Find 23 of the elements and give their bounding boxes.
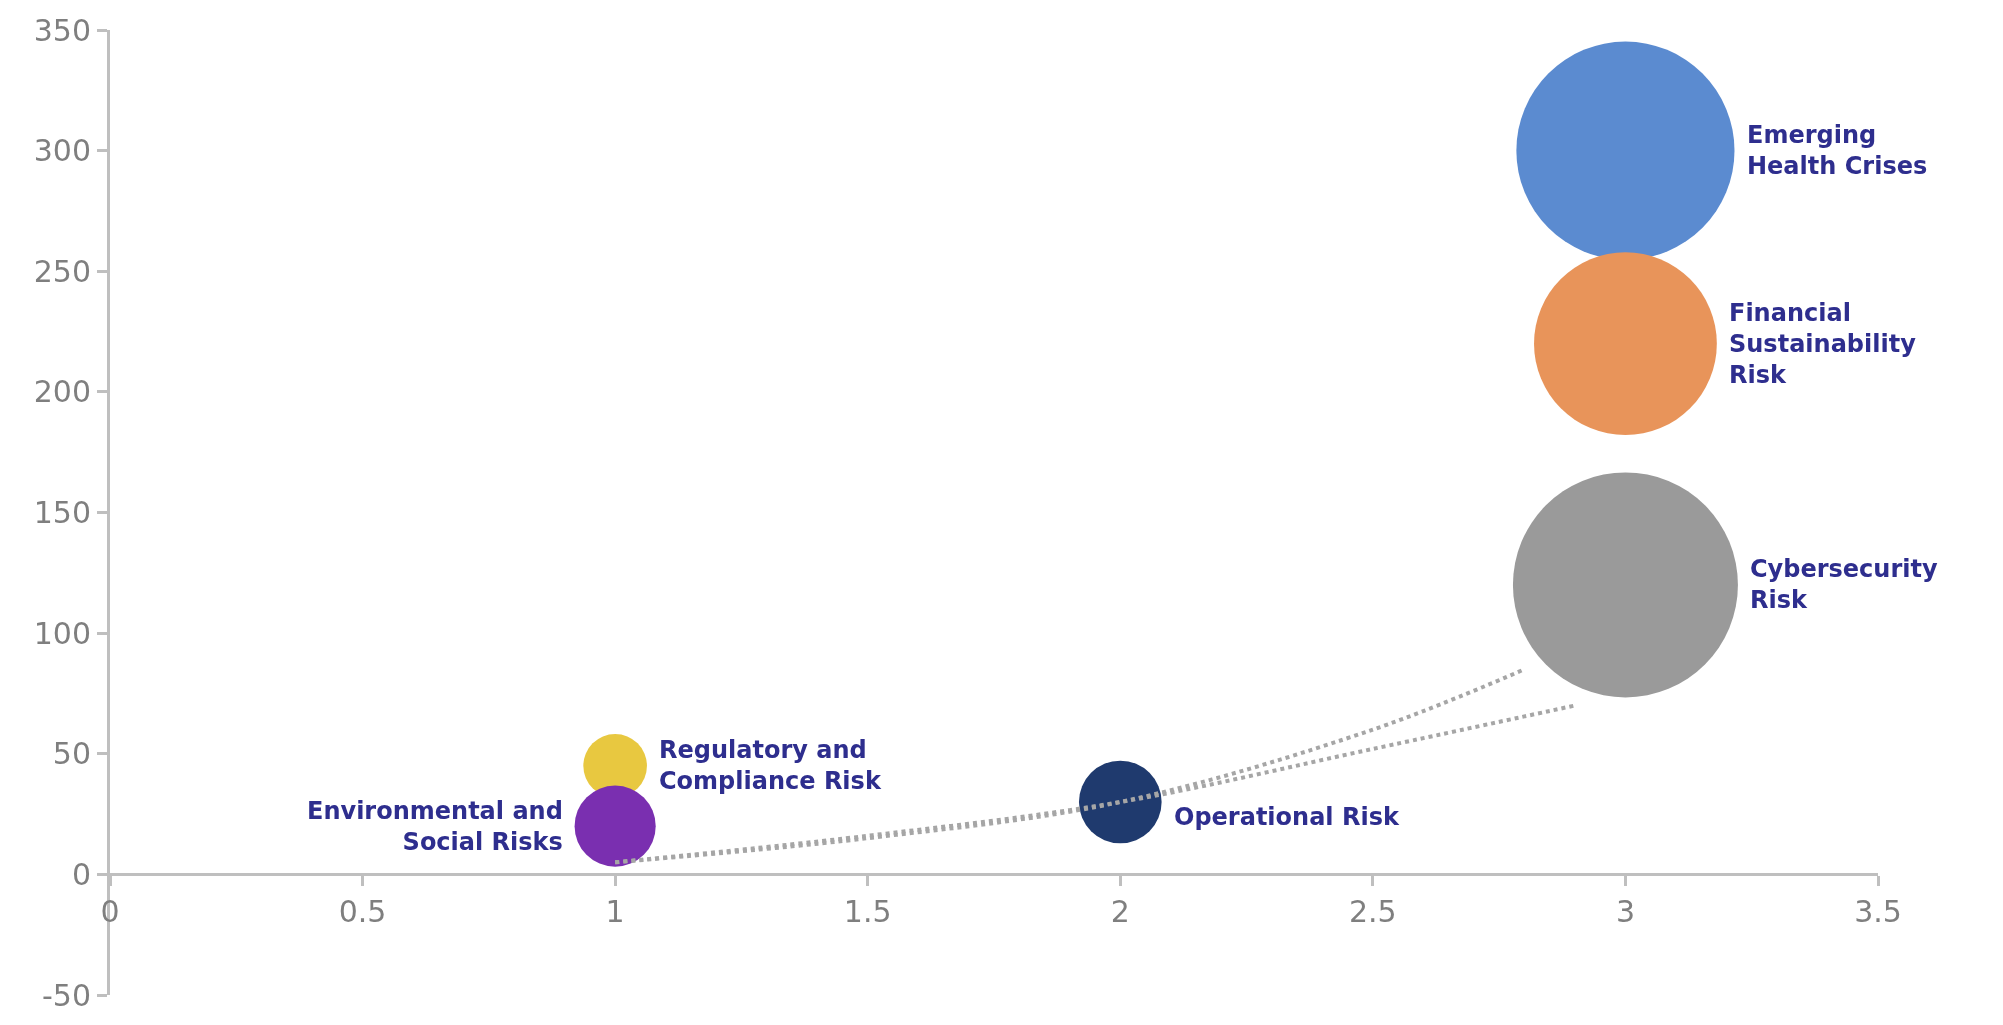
annotation: Financial Sustainability Risk — [1729, 299, 1917, 390]
y-tick-label: 200 — [33, 374, 91, 410]
y-tick-label: 0 — [71, 856, 91, 892]
x-tick-label: 2.5 — [1349, 894, 1397, 930]
y-tick-label: -50 — [42, 977, 91, 1013]
y-tick-label: 250 — [33, 253, 91, 289]
x-tick-label: 0 — [100, 894, 120, 930]
y-tick-label: 150 — [33, 495, 91, 530]
x-tick-label: 3 — [1615, 894, 1635, 930]
x-tick-label: 1.5 — [843, 894, 892, 930]
x-tick-label: 3.5 — [1854, 894, 1902, 930]
annotation: Operational Risk — [1174, 803, 1400, 831]
x-tick-label: 1 — [605, 894, 625, 930]
annotation: Environmental and Social Risks — [307, 797, 563, 857]
x-tick-label: 0.5 — [338, 894, 387, 930]
y-tick-label: 100 — [33, 615, 91, 651]
annotation: Emerging Health Crises — [1747, 121, 1928, 181]
x-tick-label: 2 — [1110, 894, 1130, 930]
y-tick-label: 300 — [33, 133, 91, 169]
annotation: Cybersecurity Risk — [1750, 555, 1938, 615]
annotation: Regulatory and Compliance Risk — [659, 736, 882, 796]
y-tick-label: 50 — [52, 736, 91, 772]
y-tick-label: 350 — [33, 12, 91, 48]
